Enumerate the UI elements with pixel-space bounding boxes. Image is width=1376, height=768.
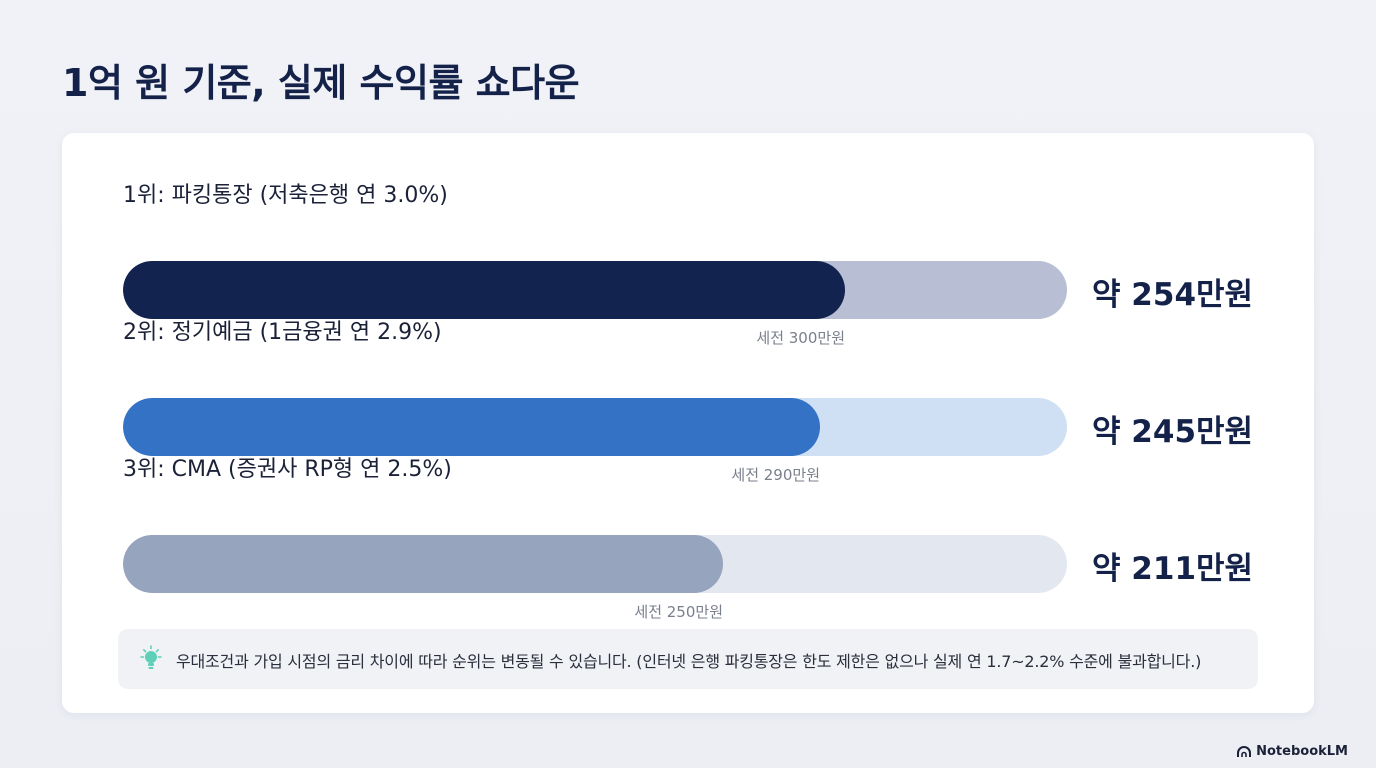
pretax-label: 세전 250만원 [634,603,723,621]
brand-name: NotebookLM [1256,744,1348,759]
bar-after-tax [123,398,820,456]
bar-after-tax [123,535,723,593]
note-text: 우대조건과 가입 시점의 금리 차이에 따라 순위는 변동될 수 있습니다. (… [176,652,1202,671]
value-label: 약 245만원 [1092,414,1254,450]
note-box: 우대조건과 가입 시점의 금리 차이에 따라 순위는 변동될 수 있습니다. (… [118,629,1258,689]
pretax-label: 세전 290만원 [731,466,820,484]
brand-mark: NotebookLM [1237,744,1348,759]
bar-track [123,261,1067,319]
bar-track [123,535,1067,593]
category-label: 1위: 파킹통장 (저축은행 연 3.0%) [123,183,448,208]
lightbulb-icon [140,645,162,669]
page-title: 1억 원 기준, 실제 수익률 쇼다운 [62,61,580,105]
category-label: 3위: CMA (증권사 RP형 연 2.5%) [123,457,452,482]
value-label: 약 211만원 [1092,551,1254,587]
chart-row: 2위: 정기예금 (1금융권 연 2.9%) 세전 290만원 약 245만원 [62,314,1314,484]
value-label: 약 254만원 [1092,277,1254,313]
chart-row: 3위: CMA (증권사 RP형 연 2.5%) 세전 250만원 약 211만원 [62,451,1314,621]
chart-card: 1위: 파킹통장 (저축은행 연 3.0%) 세전 300만원 약 254만원 2위:… [62,133,1314,713]
bar-after-tax [123,261,845,319]
chart-row: 1위: 파킹통장 (저축은행 연 3.0%) 세전 300만원 약 254만원 [62,177,1314,347]
category-label: 2위: 정기예금 (1금융권 연 2.9%) [123,320,442,345]
bar-track [123,398,1067,456]
notebooklm-logo-icon [1237,745,1252,757]
pretax-label: 세전 300만원 [756,329,845,347]
